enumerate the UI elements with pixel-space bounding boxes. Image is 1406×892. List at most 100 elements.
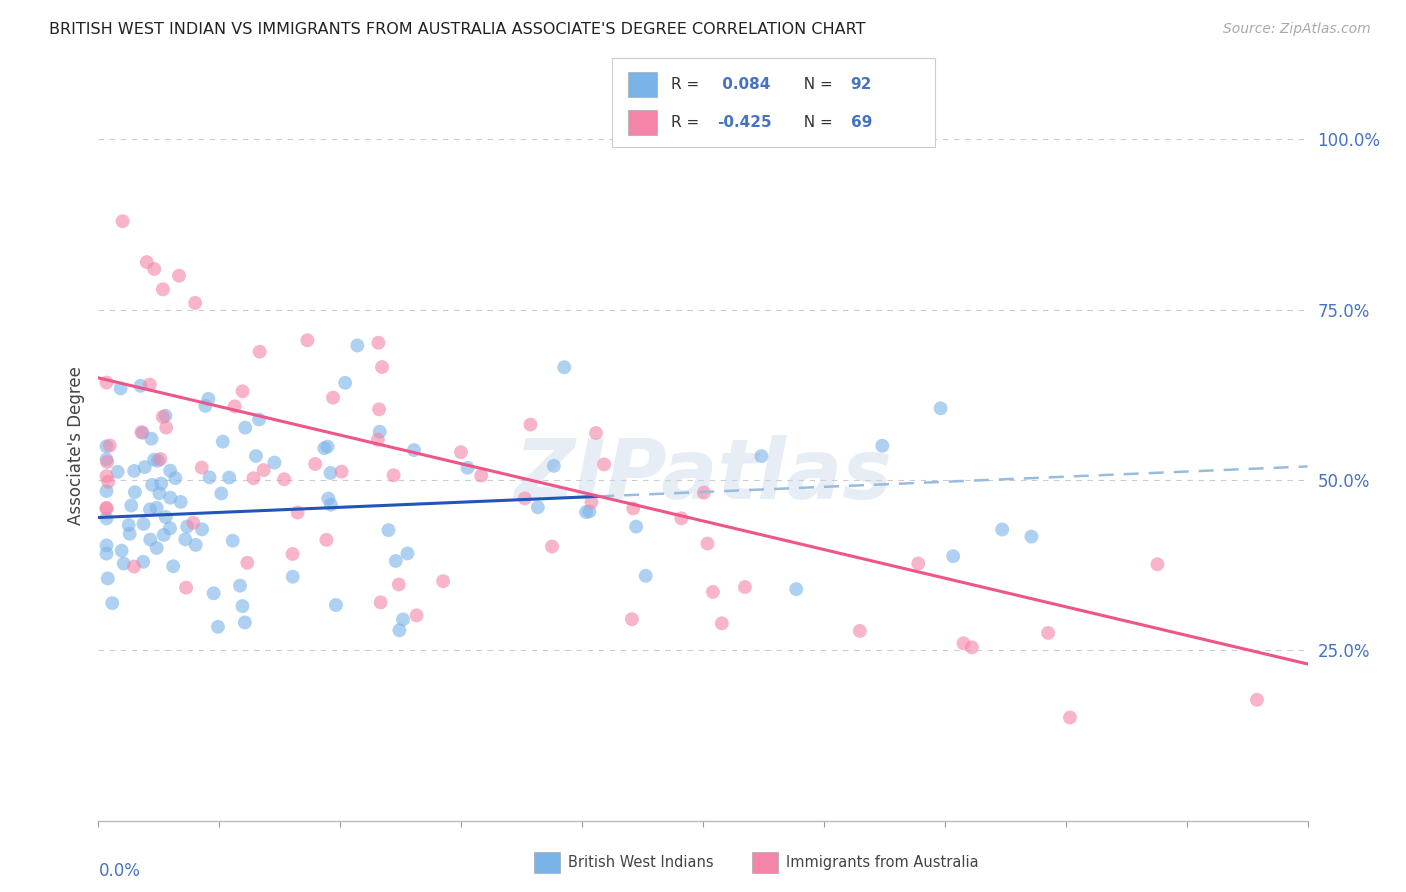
- Point: [184, 296, 207, 310]
- Point: [159, 491, 181, 505]
- Point: [319, 498, 342, 512]
- Point: [146, 454, 169, 468]
- Point: [191, 522, 214, 536]
- Point: [221, 533, 243, 548]
- Point: [671, 511, 693, 525]
- Point: [346, 338, 368, 352]
- Point: [139, 502, 162, 516]
- Point: [325, 598, 347, 612]
- Point: [111, 543, 134, 558]
- Point: [696, 536, 718, 550]
- Point: [96, 501, 118, 516]
- Point: [952, 636, 974, 650]
- Point: [247, 412, 270, 426]
- Point: [194, 399, 217, 413]
- Point: [131, 425, 153, 440]
- Point: [97, 475, 120, 489]
- Point: [139, 533, 162, 547]
- Point: [263, 456, 285, 470]
- Point: [402, 443, 425, 458]
- Point: [111, 214, 134, 228]
- Point: [233, 615, 256, 630]
- Point: [120, 499, 142, 513]
- Point: [322, 391, 344, 405]
- Point: [181, 516, 204, 530]
- Point: [553, 360, 575, 375]
- Point: [232, 384, 254, 399]
- Text: -0.425: -0.425: [717, 115, 772, 129]
- Point: [621, 501, 644, 516]
- Point: [405, 608, 427, 623]
- Point: [319, 466, 342, 480]
- Text: N =: N =: [794, 115, 838, 129]
- Point: [624, 519, 647, 533]
- Point: [245, 449, 267, 463]
- Point: [620, 612, 643, 626]
- Point: [159, 464, 181, 478]
- Point: [197, 392, 219, 406]
- Point: [184, 538, 207, 552]
- Point: [1146, 558, 1168, 572]
- Point: [124, 485, 146, 500]
- Point: [122, 559, 145, 574]
- Point: [129, 379, 152, 393]
- Point: [97, 571, 120, 585]
- Text: Source: ZipAtlas.com: Source: ZipAtlas.com: [1223, 22, 1371, 37]
- Point: [190, 460, 212, 475]
- Point: [527, 500, 550, 515]
- Point: [297, 333, 319, 347]
- Point: [710, 616, 733, 631]
- Point: [849, 624, 872, 638]
- Point: [145, 541, 167, 555]
- Point: [304, 457, 326, 471]
- Point: [1059, 710, 1081, 724]
- Point: [384, 554, 406, 568]
- Text: 0.084: 0.084: [717, 78, 770, 92]
- Point: [152, 528, 174, 542]
- Point: [450, 445, 472, 459]
- Point: [581, 495, 603, 509]
- Point: [693, 485, 716, 500]
- Point: [209, 486, 232, 500]
- Point: [122, 464, 145, 478]
- Point: [368, 402, 391, 417]
- Point: [165, 471, 187, 485]
- Point: [314, 441, 336, 455]
- Point: [335, 376, 357, 390]
- Point: [253, 463, 276, 477]
- Point: [150, 476, 173, 491]
- Point: [575, 505, 598, 519]
- Point: [470, 468, 492, 483]
- Point: [367, 433, 389, 447]
- Point: [371, 359, 394, 374]
- Point: [96, 547, 118, 561]
- Point: [218, 470, 240, 484]
- Point: [96, 484, 118, 499]
- Point: [315, 533, 337, 547]
- Point: [960, 640, 983, 655]
- Point: [118, 526, 141, 541]
- Text: R =: R =: [671, 78, 704, 92]
- Text: 0.0%: 0.0%: [98, 862, 141, 880]
- Point: [96, 455, 118, 469]
- Point: [211, 434, 233, 449]
- Point: [316, 440, 339, 454]
- Text: N =: N =: [794, 78, 838, 92]
- Point: [145, 500, 167, 515]
- Point: [578, 504, 600, 518]
- Point: [110, 381, 132, 395]
- Point: [1021, 530, 1043, 544]
- Point: [152, 282, 174, 296]
- Point: [734, 580, 756, 594]
- Point: [942, 549, 965, 564]
- Point: [141, 432, 163, 446]
- Point: [785, 582, 807, 596]
- Point: [98, 438, 121, 452]
- Point: [751, 449, 773, 463]
- Point: [101, 596, 124, 610]
- Point: [702, 585, 724, 599]
- Point: [368, 425, 391, 439]
- Point: [229, 578, 252, 592]
- Point: [96, 439, 118, 453]
- Point: [96, 452, 118, 467]
